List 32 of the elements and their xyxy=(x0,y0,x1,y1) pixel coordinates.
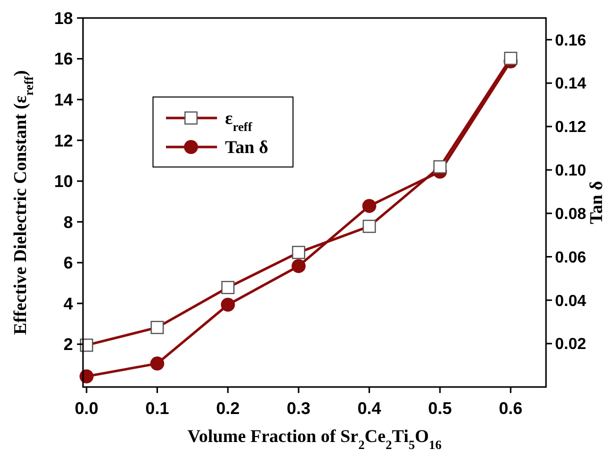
y-tick-label: 8 xyxy=(64,212,73,232)
x-tick-label: 0.0 xyxy=(74,399,98,418)
point xyxy=(220,298,235,312)
y-tick-label: 18 xyxy=(54,8,73,28)
y-tick-label: 12 xyxy=(54,131,73,150)
y2-axis-title: Tan δ xyxy=(586,180,606,224)
y2-tick-label: 0.04 xyxy=(555,292,586,310)
x-tick-label: 0.2 xyxy=(216,399,240,418)
y-tick-label: 4 xyxy=(64,294,74,314)
x-tick-label: 0.3 xyxy=(286,399,310,418)
y-tick-label: 10 xyxy=(54,172,73,192)
point xyxy=(362,198,376,213)
y2-tick-label: 0.12 xyxy=(555,119,586,136)
x-tick-label: 0.5 xyxy=(428,399,452,418)
x-tick-label: 0.6 xyxy=(498,399,522,418)
y2-tick-label: 0.10 xyxy=(555,162,586,180)
x-axis-title: Volume Fraction of Sr$_{2}$Ce$_{2}$Ti$_{5}$O$_{16}$ xyxy=(187,426,442,452)
y2-tick-label: 0.16 xyxy=(555,32,586,50)
y2-tick-label: 0.02 xyxy=(555,336,586,354)
y2-tick-label: 0.08 xyxy=(555,206,586,223)
x-tick-label: 0.4 xyxy=(357,399,382,418)
legend-label: Tan δ xyxy=(225,137,268,157)
y-tick-label: 6 xyxy=(64,254,73,273)
legend-label: ε$_{reff}$ xyxy=(225,108,253,134)
point xyxy=(292,259,306,274)
y-tick-label: 2 xyxy=(64,335,73,354)
point xyxy=(150,356,164,371)
y-tick-label: 16 xyxy=(54,50,73,69)
y2-tick-label: 0.14 xyxy=(555,76,586,93)
y-tick-label: 14 xyxy=(54,90,74,110)
x-tick-label: 0.1 xyxy=(145,399,170,418)
y2-tick-label: 0.06 xyxy=(555,249,586,266)
